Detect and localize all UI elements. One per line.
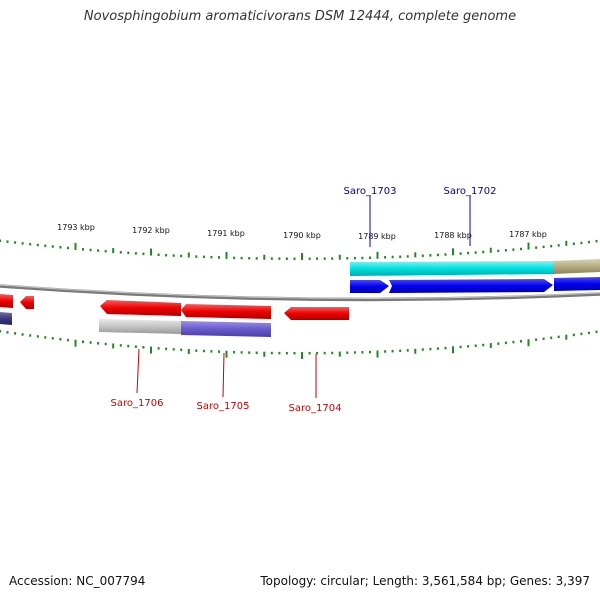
gene-label-saro-1706[interactable]: Saro_1706 <box>111 398 164 409</box>
ruler-label-1792: 1792 kbp <box>132 226 170 235</box>
gene-saro-1705[interactable] <box>181 304 271 319</box>
gene-forward-right-edge[interactable] <box>554 277 600 291</box>
gene-saro-1703[interactable] <box>350 280 389 293</box>
ruler-label-1793: 1793 kbp <box>57 223 95 232</box>
feature-olive[interactable] <box>553 259 600 274</box>
ruler-label-1790: 1790 kbp <box>283 231 321 240</box>
leader-saro-1705 <box>222 352 225 398</box>
ruler-label-1788: 1788 kbp <box>434 231 472 240</box>
feature-purple[interactable] <box>181 321 271 337</box>
genome-summary-text: Topology: circular; Length: 3,561,584 bp… <box>260 574 590 588</box>
ruler-label-1787: 1787 kbp <box>509 230 547 239</box>
gene-label-saro-1704[interactable]: Saro_1704 <box>289 403 342 414</box>
leader-saro-1706 <box>136 348 140 394</box>
genome-backbone-highlight <box>0 284 600 299</box>
upper-tick-ruler <box>0 239 598 260</box>
genome-backbone <box>0 284 600 302</box>
ruler-label-1789: 1789 kbp <box>358 232 396 241</box>
gene-left-edge-red[interactable] <box>0 294 13 308</box>
gene-label-saro-1703[interactable]: Saro_1703 <box>344 186 397 197</box>
gene-saro-1704[interactable] <box>284 307 349 320</box>
gene-label-saro-1702[interactable]: Saro_1702 <box>444 186 497 197</box>
feature-cyan[interactable] <box>350 261 553 276</box>
gene-saro-1706[interactable] <box>100 300 181 316</box>
ruler-label-1791: 1791 kbp <box>207 229 245 238</box>
gene-label-saro-1705[interactable]: Saro_1705 <box>197 401 250 412</box>
feature-grey[interactable] <box>99 319 181 334</box>
gene-saro-1702[interactable] <box>389 279 553 293</box>
gene-left-small-red[interactable] <box>20 296 34 309</box>
lower-tick-ruler <box>0 330 598 359</box>
feature-left-edge-navy[interactable] <box>0 312 12 325</box>
accession-text: Accession: NC_007794 <box>9 574 146 588</box>
genome-title: Novosphingobium aromaticivorans DSM 1244… <box>83 9 517 24</box>
